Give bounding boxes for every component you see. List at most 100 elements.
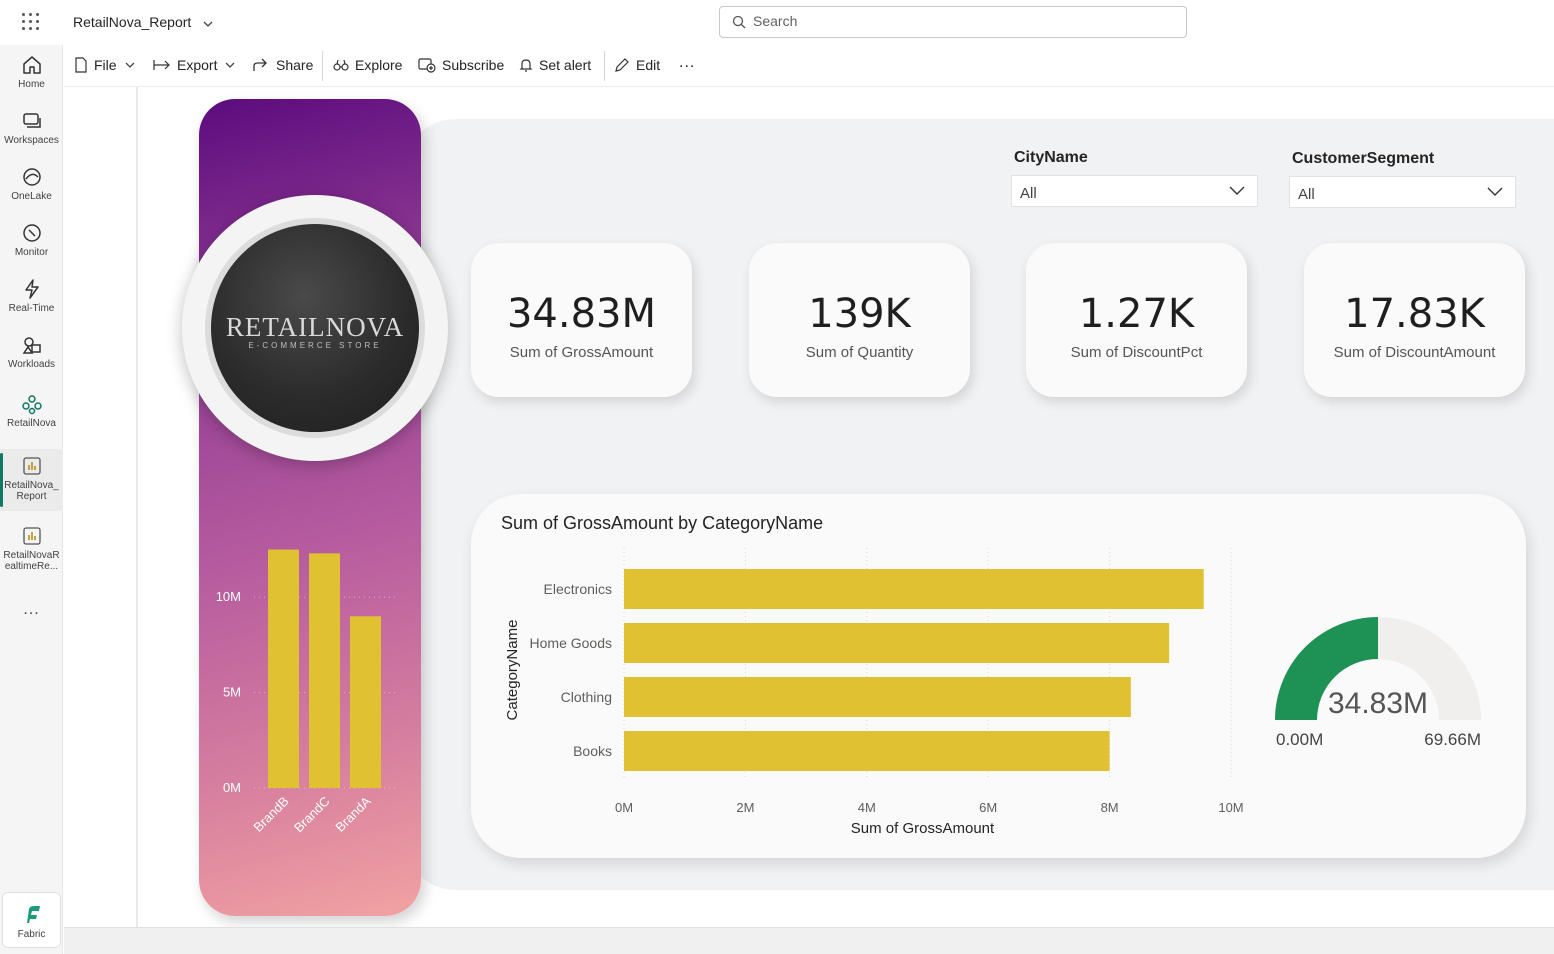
share-label: Share: [276, 57, 314, 73]
gauge-track: [1378, 617, 1481, 720]
rail-label: Workloads: [7, 359, 56, 370]
explore-button[interactable]: Explore: [333, 57, 402, 73]
explore-label: Explore: [355, 57, 403, 73]
file-menu-button[interactable]: File: [74, 57, 135, 73]
x-tick-label: BrandC: [291, 794, 333, 836]
search-icon: [732, 15, 746, 29]
brand-bar-chart[interactable]: 0M 5M 10M BrandB BrandC BrandA: [199, 540, 421, 860]
logo-text: RETAILNOVA: [225, 312, 405, 342]
rail-label: Real-Time: [8, 303, 55, 314]
x-tick-label: 0M: [615, 800, 633, 815]
home-icon: [22, 56, 41, 74]
fabric-switcher[interactable]: Fabric: [2, 892, 61, 948]
search-box[interactable]: [719, 6, 1187, 38]
kpi-value: 17.83K: [1344, 291, 1485, 337]
kpi-label: Sum of DiscountAmount: [1333, 344, 1496, 361]
gauge-max-label: 69.66M: [1424, 730, 1481, 749]
bar: [624, 569, 1204, 609]
toolbar-divider: [322, 51, 323, 81]
bar: [350, 616, 381, 788]
city-slicer-dropdown[interactable]: All: [1011, 175, 1258, 207]
gross-amount-gauge[interactable]: 34.83M 0.00M 69.66M: [1250, 600, 1510, 760]
bar: [624, 677, 1131, 717]
bar: [624, 623, 1170, 663]
segment-slicer-label: CustomerSegment: [1292, 150, 1435, 167]
rail-item-realtime[interactable]: Real-Time: [0, 278, 63, 314]
report-title-dropdown[interactable]: RetailNova_Report: [73, 14, 213, 30]
bar: [268, 549, 299, 788]
segment-slicer-dropdown[interactable]: All: [1289, 176, 1516, 208]
chevron-down-icon: [125, 62, 135, 68]
rail-item-retailnova-realtime-report[interactable]: RetailNovaR ealtimeRe...: [0, 525, 63, 572]
export-menu-button[interactable]: Export: [153, 57, 235, 73]
set-alert-button[interactable]: Set alert: [519, 57, 591, 73]
retailnova-logo: [205, 218, 425, 438]
search-input[interactable]: [753, 13, 1153, 29]
city-slicer-label: CityName: [1014, 149, 1088, 166]
rail-more-button[interactable]: ...: [23, 601, 40, 618]
left-navigation-rail: Home Workspaces OneLake Monitor Real-Tim…: [0, 45, 63, 954]
report-icon: [22, 457, 41, 475]
rail-label: Report: [16, 491, 47, 502]
canvas-divider: [136, 87, 138, 927]
fabric-label: Fabric: [17, 929, 46, 940]
app-launcher-icon[interactable]: [22, 13, 40, 31]
rail-item-onelake[interactable]: OneLake: [0, 166, 63, 202]
rail-item-monitor[interactable]: Monitor: [0, 222, 63, 258]
bell-icon: [519, 59, 533, 72]
x-tick-label: 8M: [1101, 800, 1119, 815]
monitor-icon: [22, 224, 41, 242]
y-tick-label: Home Goods: [530, 635, 612, 651]
chevron-down-icon: [1487, 187, 1503, 196]
workspace-icon: [21, 395, 42, 415]
export-label: Export: [177, 57, 218, 73]
subscribe-button[interactable]: Subscribe: [418, 57, 504, 73]
x-axis-title: Sum of GrossAmount: [851, 820, 995, 837]
x-tick-label: 10M: [1218, 800, 1243, 815]
report-title: RetailNova_Report: [73, 14, 192, 30]
more-options-button[interactable]: ...: [679, 54, 696, 71]
rail-item-workspaces[interactable]: Workspaces: [0, 110, 63, 146]
category-chart-card: [471, 494, 1526, 858]
bar: [309, 553, 340, 788]
rail-item-retailnova-report[interactable]: RetailNova_ Report: [0, 449, 63, 511]
rail-item-workloads[interactable]: Workloads: [0, 334, 63, 370]
x-tick-label: BrandB: [250, 794, 291, 835]
kpi-value: 139K: [808, 291, 911, 337]
city-slicer-value: All: [1020, 185, 1037, 202]
category-bar-chart[interactable]: 0M 2M 4M 6M 8M 10M Electronics Home Goods Clothi…: [490, 540, 1250, 840]
x-tick-label: 2M: [736, 800, 754, 815]
y-tick-label: Clothing: [561, 689, 612, 705]
gauge-value-label: 34.83M: [1328, 687, 1428, 720]
rail-label: RetailNova_: [4, 480, 59, 491]
page-tabs-strip: [64, 927, 1554, 954]
kpi-card-quantity[interactable]: 139K Sum of Quantity: [749, 243, 970, 397]
toolbar-divider: [604, 51, 605, 81]
kpi-label: Sum of GrossAmount: [509, 344, 654, 361]
x-tick-label: 4M: [858, 800, 876, 815]
y-axis-title: CategoryName: [504, 620, 521, 721]
kpi-label: Sum of DiscountPct: [1070, 344, 1203, 361]
report-icon: [22, 527, 41, 545]
kpi-card-discount-pct[interactable]: 1.27K Sum of DiscountPct: [1026, 243, 1247, 397]
onelake-icon: [22, 168, 41, 186]
rail-item-home[interactable]: Home: [0, 54, 63, 90]
kpi-card-discount-amount[interactable]: 17.83K Sum of DiscountAmount: [1304, 243, 1525, 397]
rail-label: Monitor: [14, 247, 49, 258]
edit-button[interactable]: Edit: [614, 57, 660, 73]
fabric-icon: [26, 906, 40, 923]
realtime-icon: [24, 279, 39, 299]
file-icon: [75, 57, 87, 73]
binoculars-icon: [333, 59, 349, 71]
file-label: File: [94, 57, 117, 73]
logo-tagline: E-COMMERCE STORE: [248, 341, 382, 350]
rail-item-retailnova[interactable]: RetailNova: [0, 393, 63, 429]
chart-title: Sum of GrossAmount by CategoryName: [501, 513, 824, 533]
share-button[interactable]: Share: [252, 57, 313, 73]
kpi-card-gross-amount[interactable]: 34.83M Sum of GrossAmount: [471, 243, 692, 397]
share-icon: [253, 58, 267, 71]
gauge-min-label: 0.00M: [1276, 730, 1323, 749]
edit-label: Edit: [636, 57, 661, 73]
set-alert-label: Set alert: [539, 57, 592, 73]
gauge-fill: [1275, 617, 1378, 720]
